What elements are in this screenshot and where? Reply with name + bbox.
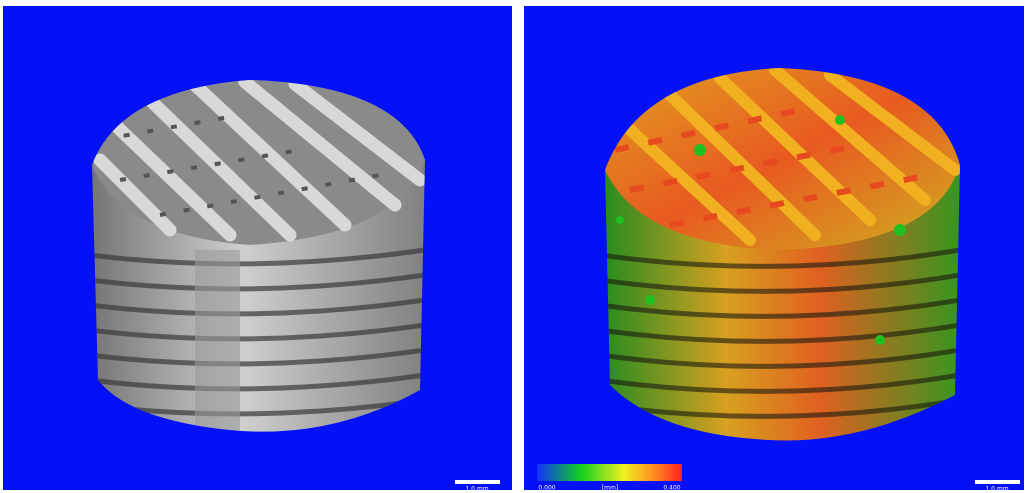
colorbar-unit-label: [mm] [602,485,618,492]
colorbar-max-label: 0.400 [663,485,680,492]
scale-bar [975,480,1020,484]
colored-scaffold [595,60,970,450]
scale-bar-label: 1.0 mm [985,486,1008,493]
screenshot: 1.0 mm 1.0 mm 0.000 [mm] 0.400 [0,0,1027,493]
scale-bar [455,480,500,484]
gray-scaffold [80,70,440,450]
colorbar [537,464,682,481]
colorbar-min-label: 0.000 [538,485,555,492]
page: 1.0 mm 1.0 mm 0.000 [mm] 0.400 (() => { … [0,0,1027,493]
scale-bar-label: 1.0 mm [465,486,488,493]
